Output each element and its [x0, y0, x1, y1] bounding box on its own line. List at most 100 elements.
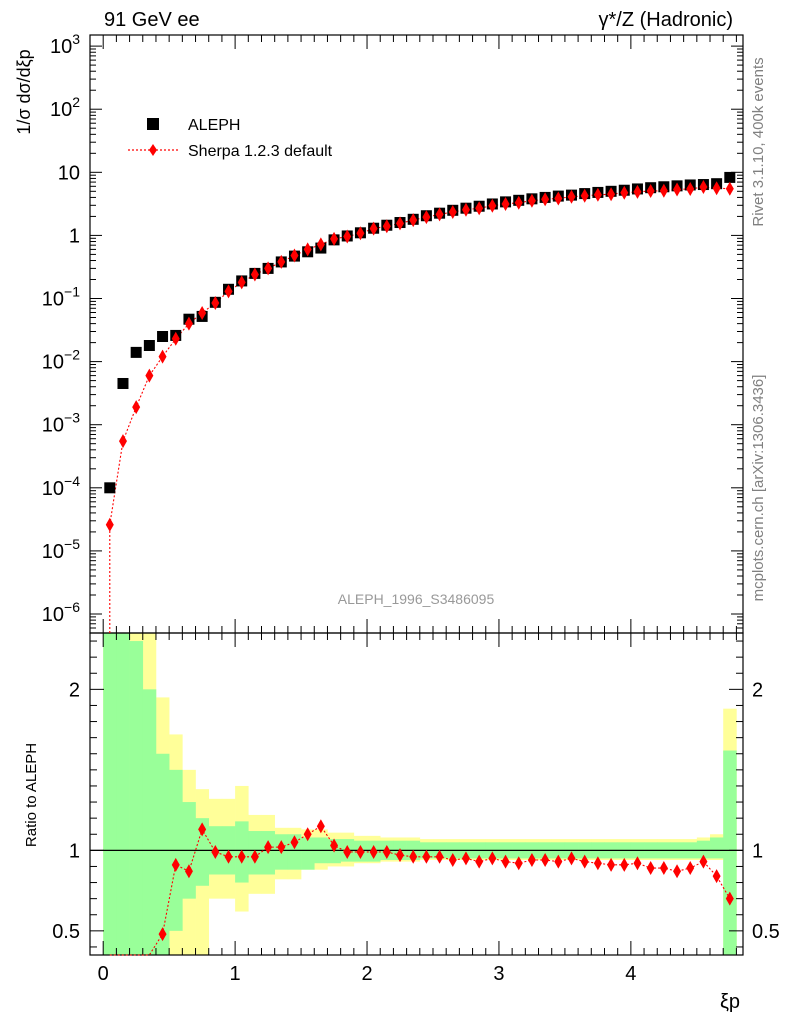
sherpa-point: [725, 181, 734, 196]
ratio-sherpa-point: [554, 854, 563, 869]
main-y-tick-label: 10−5: [42, 536, 80, 563]
ratio-sherpa-point: [607, 857, 616, 872]
ratio-sherpa-point: [725, 891, 734, 906]
main-y-tick-label: 10−1: [42, 284, 80, 311]
ratio-y-tick-label: 0.5: [52, 921, 80, 943]
legend-sherpa-label: Sherpa 1.2.3 default: [188, 143, 333, 160]
rivet-version-label: Rivet 3.1.10, 400k events: [750, 57, 767, 226]
ratio-sherpa-point: [198, 822, 207, 837]
watermark-label: ALEPH_1996_S3486095: [338, 591, 495, 607]
sherpa-point: [224, 284, 233, 299]
sherpa-point: [620, 185, 629, 200]
ratio-sherpa-point: [277, 840, 286, 855]
x-tick-label: 0: [98, 963, 109, 985]
sherpa-point: [118, 434, 127, 449]
sherpa-point: [567, 189, 576, 204]
band-stat-bin: [103, 633, 117, 955]
ratio-sherpa-point: [409, 849, 418, 864]
sherpa-point: [316, 237, 325, 252]
sherpa-line: [109, 186, 730, 633]
main-y-tick-label: 10−4: [42, 473, 80, 500]
sherpa-point: [646, 184, 655, 199]
ratio-sherpa-point: [633, 856, 642, 871]
sherpa-point: [593, 187, 602, 202]
ratio-plot-frame: [89, 632, 744, 956]
ratio-y-tick-label: 2: [752, 679, 763, 701]
sherpa-point: [290, 248, 299, 263]
ratio-sherpa-point: [527, 853, 536, 868]
ratio-y-tick-label: 1: [752, 840, 763, 862]
sherpa-point: [356, 226, 365, 241]
ratio-sherpa-point: [448, 853, 457, 868]
header-right-label: γ*/Z (Hadronic): [599, 9, 733, 31]
sherpa-point: [673, 182, 682, 197]
ratio-sherpa-point: [184, 864, 193, 879]
ratio-sherpa-point: [356, 844, 365, 859]
band-stat-bin: [155, 753, 170, 955]
sherpa-point: [211, 295, 220, 310]
sherpa-point: [343, 229, 352, 244]
main-y-tick-label: 10−3: [42, 410, 80, 437]
sherpa-point: [264, 261, 273, 276]
ratio-sherpa-point: [250, 849, 259, 864]
ratio-y-tick-label: 1: [69, 840, 80, 862]
sherpa-point: [330, 231, 339, 246]
ratio-sherpa-point: [712, 869, 721, 884]
ratio-sherpa-point: [673, 864, 682, 879]
ratio-sherpa-point: [171, 857, 180, 872]
ratio-sherpa-point: [686, 861, 695, 876]
aleph-point: [143, 340, 155, 352]
ratio-sherpa-point: [369, 844, 378, 859]
band-stat-bin: [301, 837, 315, 870]
ratio-sherpa-point: [211, 844, 220, 859]
aleph-point: [130, 346, 142, 358]
ratio-y-tick-label: 0.5: [752, 921, 780, 943]
sherpa-point: [475, 201, 484, 216]
ratio-sherpa-point: [646, 861, 655, 876]
ratio-sherpa-point: [237, 849, 246, 864]
sherpa-point: [435, 207, 444, 222]
main-y-axis-label: 1/σ dσ/dξp: [14, 49, 34, 134]
ratio-sherpa-point: [316, 819, 325, 834]
sherpa-point: [554, 191, 563, 206]
ratio-sherpa-point: [382, 844, 391, 859]
ratio-sherpa-point: [290, 835, 299, 850]
ratio-sherpa-point: [514, 856, 523, 871]
header-left-label: 91 GeV ee: [104, 9, 200, 31]
sherpa-point: [184, 316, 193, 331]
ratio-y-axis-label: Ratio to ALEPH: [23, 743, 40, 847]
sherpa-point: [659, 183, 668, 198]
main-y-tick-label: 102: [50, 94, 80, 121]
legend-aleph-label: ALEPH: [188, 117, 240, 134]
sherpa-point: [501, 196, 510, 211]
sherpa-point: [132, 400, 141, 415]
band-stat-bin: [142, 689, 157, 955]
ratio-sherpa-point: [435, 849, 444, 864]
band-stat-bin: [129, 641, 144, 955]
sherpa-point: [277, 254, 286, 269]
ratio-sherpa-point: [659, 861, 668, 876]
main-y-tick-label: 10−6: [42, 599, 80, 626]
sherpa-point: [369, 221, 378, 236]
ratio-sherpa-line: [109, 825, 731, 956]
band-stat-bin: [710, 837, 724, 859]
sherpa-point: [171, 331, 180, 346]
sherpa-point: [158, 349, 167, 364]
sherpa-point: [250, 267, 259, 282]
sherpa-point: [198, 305, 207, 320]
data-markers: [104, 171, 736, 942]
sherpa-point: [382, 219, 391, 234]
sherpa-point: [580, 188, 589, 203]
sherpa-point: [105, 517, 114, 532]
ratio-sherpa-point: [501, 854, 510, 869]
main-y-tick-label: 10: [58, 162, 80, 184]
sherpa-point: [448, 204, 457, 219]
ratio-sherpa-point: [422, 849, 431, 864]
band-stat-bin: [116, 633, 130, 955]
main-y-tick-label: 1: [69, 225, 80, 247]
sherpa-point: [409, 213, 418, 228]
aleph-point: [724, 171, 736, 183]
main-y-tick-label: 10−2: [42, 347, 80, 374]
ratio-sherpa-point: [396, 848, 405, 863]
x-tick-label: 1: [230, 963, 241, 985]
